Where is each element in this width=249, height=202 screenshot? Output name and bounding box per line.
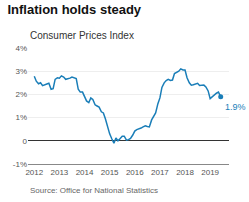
svg-text:2017: 2017 [151, 168, 169, 177]
svg-text:0: 0 [23, 137, 28, 146]
svg-text:2012: 2012 [25, 168, 43, 177]
svg-text:1%: 1% [15, 113, 27, 122]
svg-text:Source: Office for National St: Source: Office for National Statistics [30, 186, 158, 195]
svg-text:Inflation holds steady: Inflation holds steady [7, 2, 141, 17]
svg-text:2018: 2018 [176, 168, 194, 177]
svg-text:2015: 2015 [101, 168, 119, 177]
svg-text:1.9%: 1.9% [225, 102, 246, 112]
svg-text:2%: 2% [15, 90, 27, 99]
svg-text:3%: 3% [15, 67, 27, 76]
svg-text:4%: 4% [15, 44, 27, 53]
svg-text:2013: 2013 [51, 168, 69, 177]
svg-text:2019: 2019 [201, 168, 219, 177]
svg-text:2016: 2016 [126, 168, 144, 177]
svg-text:-1%: -1% [13, 160, 27, 169]
svg-text:Consumer Prices Index: Consumer Prices Index [30, 30, 134, 41]
svg-text:2014: 2014 [76, 168, 94, 177]
